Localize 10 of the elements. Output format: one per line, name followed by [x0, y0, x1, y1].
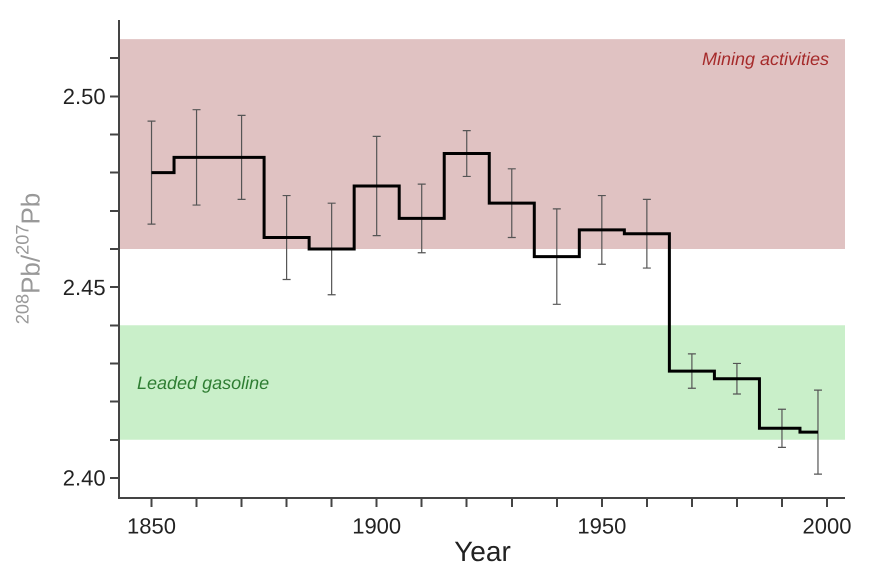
y-tick-label: 2.50 [62, 84, 106, 110]
y-tick-label: 2.40 [62, 466, 106, 491]
x-tick-label: 1950 [577, 513, 626, 538]
x-tick-label: 1850 [127, 513, 176, 538]
x-tick-label: 2000 [802, 513, 852, 538]
x-tick-label: 1900 [352, 513, 402, 538]
x-axis-title: Year [454, 536, 511, 567]
y-tick-label: 2.45 [62, 274, 106, 300]
band-label: Leaded gasoline [137, 373, 270, 393]
band-label: Mining activities [702, 49, 830, 69]
